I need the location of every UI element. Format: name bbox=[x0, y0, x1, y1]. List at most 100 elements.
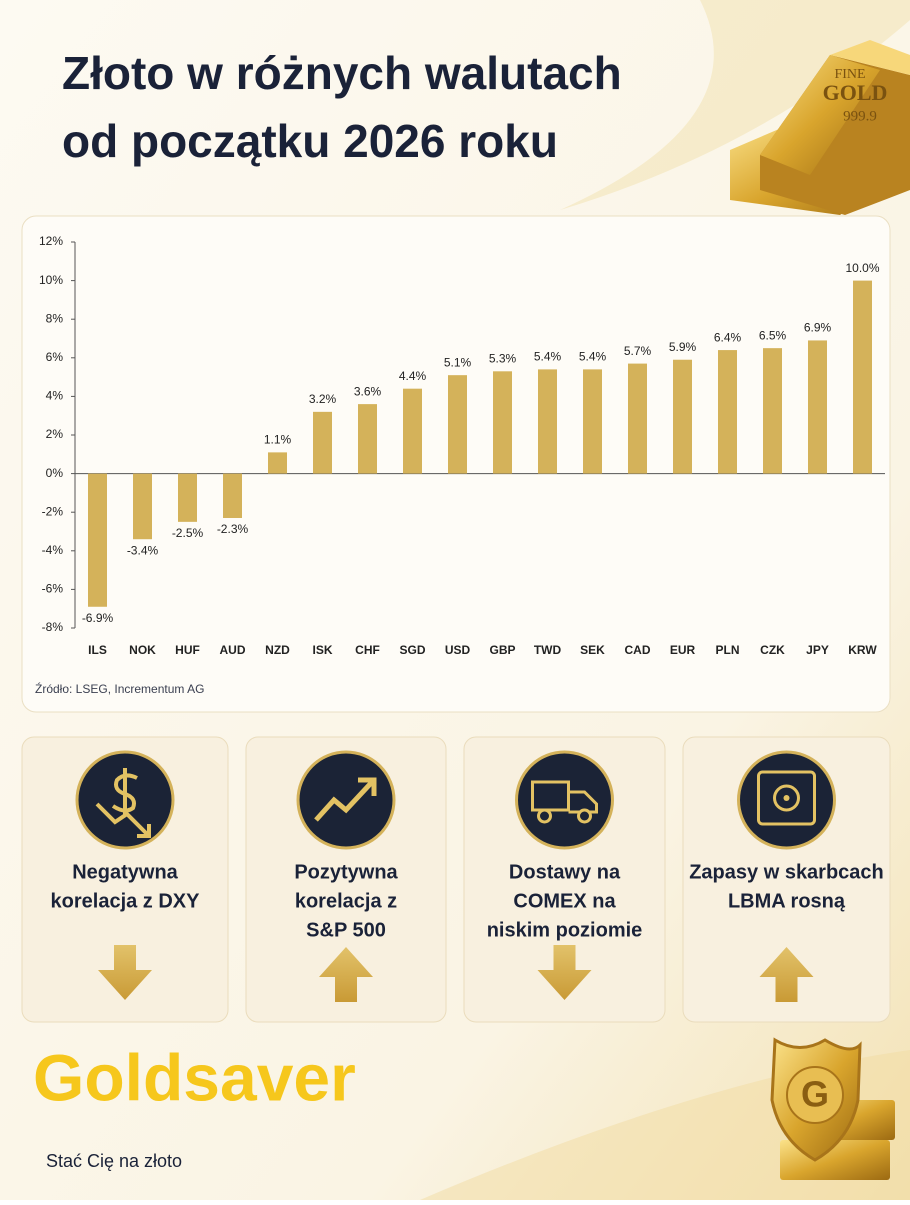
card-title: Zapasy w skarbcach bbox=[689, 861, 884, 883]
y-tick-label: -6% bbox=[42, 582, 64, 596]
bar bbox=[223, 473, 242, 518]
card-title: niskim poziomie bbox=[487, 919, 643, 941]
x-tick-label: ILS bbox=[88, 643, 107, 657]
decor-swoosh bbox=[560, 0, 910, 210]
value-label: 1.1% bbox=[264, 433, 292, 447]
y-tick-label: 6% bbox=[46, 350, 64, 364]
x-tick-label: HUF bbox=[175, 643, 200, 657]
y-tick-label: 4% bbox=[46, 389, 64, 403]
card-title: Dostawy na bbox=[509, 861, 621, 883]
value-label: 5.7% bbox=[624, 344, 652, 358]
bar bbox=[628, 363, 647, 474]
x-tick-label: TWD bbox=[534, 643, 562, 657]
x-tick-label: KRW bbox=[848, 643, 877, 657]
bar bbox=[448, 375, 467, 474]
chart: -8% -6% -4% -2% 0% 2% 4% 6% 8% 10% 12% ILS -6.9% NOK -… bbox=[39, 234, 885, 657]
icon-glyph bbox=[111, 768, 138, 816]
card-icon bbox=[296, 750, 396, 850]
x-tick-label: NZD bbox=[265, 643, 290, 657]
gold-bars: FINE GOLD 999.9 bbox=[730, 40, 910, 215]
y-tick-label: -4% bbox=[42, 543, 64, 557]
x-tick-label: AUD bbox=[220, 643, 246, 657]
source: Źródło: LSEG, Incrementum AG bbox=[35, 681, 204, 696]
x-tick-label: CZK bbox=[760, 643, 785, 657]
icon-glyph bbox=[577, 808, 592, 824]
y-tick-label: 12% bbox=[39, 234, 63, 248]
stamp-text: 999.9 bbox=[843, 108, 877, 124]
icon-glyph bbox=[537, 808, 552, 824]
gold-shield: G bbox=[770, 1037, 895, 1180]
bar bbox=[718, 350, 737, 474]
x-tick-label: USD bbox=[445, 643, 471, 657]
value-label: 5.3% bbox=[489, 351, 517, 365]
card-title: Pozytywna bbox=[294, 861, 398, 883]
bar bbox=[268, 452, 287, 474]
bar bbox=[538, 369, 557, 474]
tagline: Stać Cię na złoto bbox=[46, 1151, 182, 1171]
card bbox=[245, 736, 447, 1023]
card bbox=[21, 736, 229, 1023]
value-label: 3.6% bbox=[354, 384, 382, 398]
x-tick-label: PLN bbox=[716, 643, 740, 657]
card-title: Negatywna bbox=[72, 861, 178, 883]
y-tick-label: 2% bbox=[46, 427, 64, 441]
x-tick-label: EUR bbox=[670, 643, 696, 657]
cards: Negatywna korelacja z DXY Pozytywna korelac… bbox=[21, 736, 891, 1023]
x-tick-label: CAD bbox=[625, 643, 651, 657]
y-tick-label: -2% bbox=[42, 504, 64, 518]
x-tick-label: GBP bbox=[489, 643, 515, 657]
card-title: S&P 500 bbox=[306, 919, 386, 941]
icon-glyph bbox=[773, 784, 800, 812]
x-tick-label: SGD bbox=[399, 643, 425, 657]
x-tick-label: NOK bbox=[129, 643, 156, 657]
icon-glyph bbox=[531, 780, 570, 812]
value-label: 10.0% bbox=[845, 261, 879, 275]
card-title: korelacja z bbox=[295, 890, 397, 912]
x-tick-label: SEK bbox=[580, 643, 605, 657]
shield-letter: G bbox=[801, 1074, 829, 1115]
x-tick-label: JPY bbox=[806, 643, 829, 657]
bar bbox=[358, 404, 377, 474]
card-title: LBMA rosną bbox=[728, 890, 846, 912]
bar bbox=[313, 411, 332, 474]
value-label: 5.1% bbox=[444, 355, 472, 369]
card-arrow bbox=[98, 945, 152, 1000]
y-tick-label: -8% bbox=[42, 620, 64, 634]
card-title: COMEX na bbox=[513, 890, 616, 912]
card-icon bbox=[515, 750, 614, 850]
icon-glyph bbox=[95, 802, 151, 838]
x-tick-label: CHF bbox=[355, 643, 380, 657]
value-label: -3.4% bbox=[127, 543, 159, 557]
bar bbox=[133, 473, 152, 540]
bar bbox=[763, 348, 782, 474]
bar bbox=[493, 371, 512, 474]
card-arrow bbox=[759, 947, 814, 1002]
title: Złoto w różnych walutach bbox=[62, 47, 622, 99]
y-tick-label: 10% bbox=[39, 273, 63, 287]
card-arrow bbox=[537, 945, 592, 1000]
card-title: korelacja z DXY bbox=[51, 890, 201, 912]
x-tick-label: ISK bbox=[312, 643, 332, 657]
bar bbox=[583, 369, 602, 474]
value-label: 5.4% bbox=[579, 350, 607, 364]
value-label: 6.4% bbox=[714, 330, 742, 344]
stamp-text: GOLD bbox=[823, 80, 888, 105]
value-label: 5.4% bbox=[534, 350, 562, 364]
icon-glyph bbox=[783, 795, 790, 801]
title: od początku 2026 roku bbox=[62, 115, 558, 167]
icon-glyph bbox=[314, 777, 377, 822]
card-arrow bbox=[319, 947, 373, 1002]
icon-glyph bbox=[757, 770, 816, 826]
bar bbox=[853, 280, 872, 474]
value-label: -6.9% bbox=[82, 611, 114, 625]
bar bbox=[403, 388, 422, 474]
value-label: 6.9% bbox=[804, 321, 832, 335]
value-label: 3.2% bbox=[309, 392, 337, 406]
bar bbox=[808, 340, 827, 474]
bar bbox=[178, 473, 197, 522]
value-label: 4.4% bbox=[399, 369, 427, 383]
value-label: 6.5% bbox=[759, 328, 787, 342]
card bbox=[463, 736, 666, 1023]
